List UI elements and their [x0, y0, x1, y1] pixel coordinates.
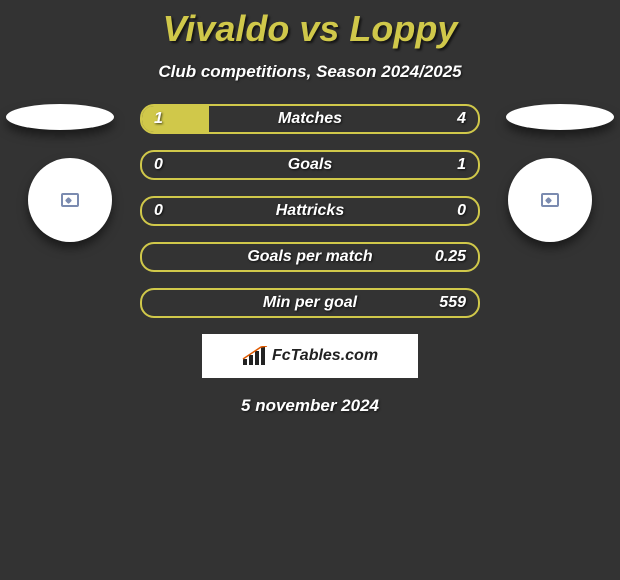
- stat-bar: 01Goals: [140, 150, 480, 180]
- stat-bar: 14Matches: [140, 104, 480, 134]
- page-title: Vivaldo vs Loppy: [0, 0, 620, 50]
- stat-label: Goals per match: [142, 244, 478, 270]
- brand-panel: FcTables.com: [202, 334, 418, 378]
- player-left-badge: [28, 158, 112, 242]
- player-right-flag: [506, 104, 614, 130]
- date-label: 5 november 2024: [0, 396, 620, 416]
- brand-label: FcTables.com: [272, 347, 378, 365]
- page-subtitle: Club competitions, Season 2024/2025: [0, 62, 620, 82]
- stat-label: Hattricks: [142, 198, 478, 224]
- brand-chart-icon: [242, 346, 268, 366]
- stat-label: Matches: [142, 106, 478, 132]
- player-left-flag: [6, 104, 114, 130]
- stat-label: Goals: [142, 152, 478, 178]
- stat-bar: 0.25Goals per match: [140, 242, 480, 272]
- stat-bar: 00Hattricks: [140, 196, 480, 226]
- stat-label: Min per goal: [142, 290, 478, 316]
- placeholder-image-icon: [541, 193, 559, 207]
- placeholder-image-icon: [61, 193, 79, 207]
- stats-wrap: 14Matches 01Goals 00Hattricks 0.25Goals per…: [0, 104, 620, 318]
- stat-bar: 559Min per goal: [140, 288, 480, 318]
- stat-bars: 14Matches 01Goals 00Hattricks 0.25Goals per…: [140, 104, 480, 318]
- player-right-badge: [508, 158, 592, 242]
